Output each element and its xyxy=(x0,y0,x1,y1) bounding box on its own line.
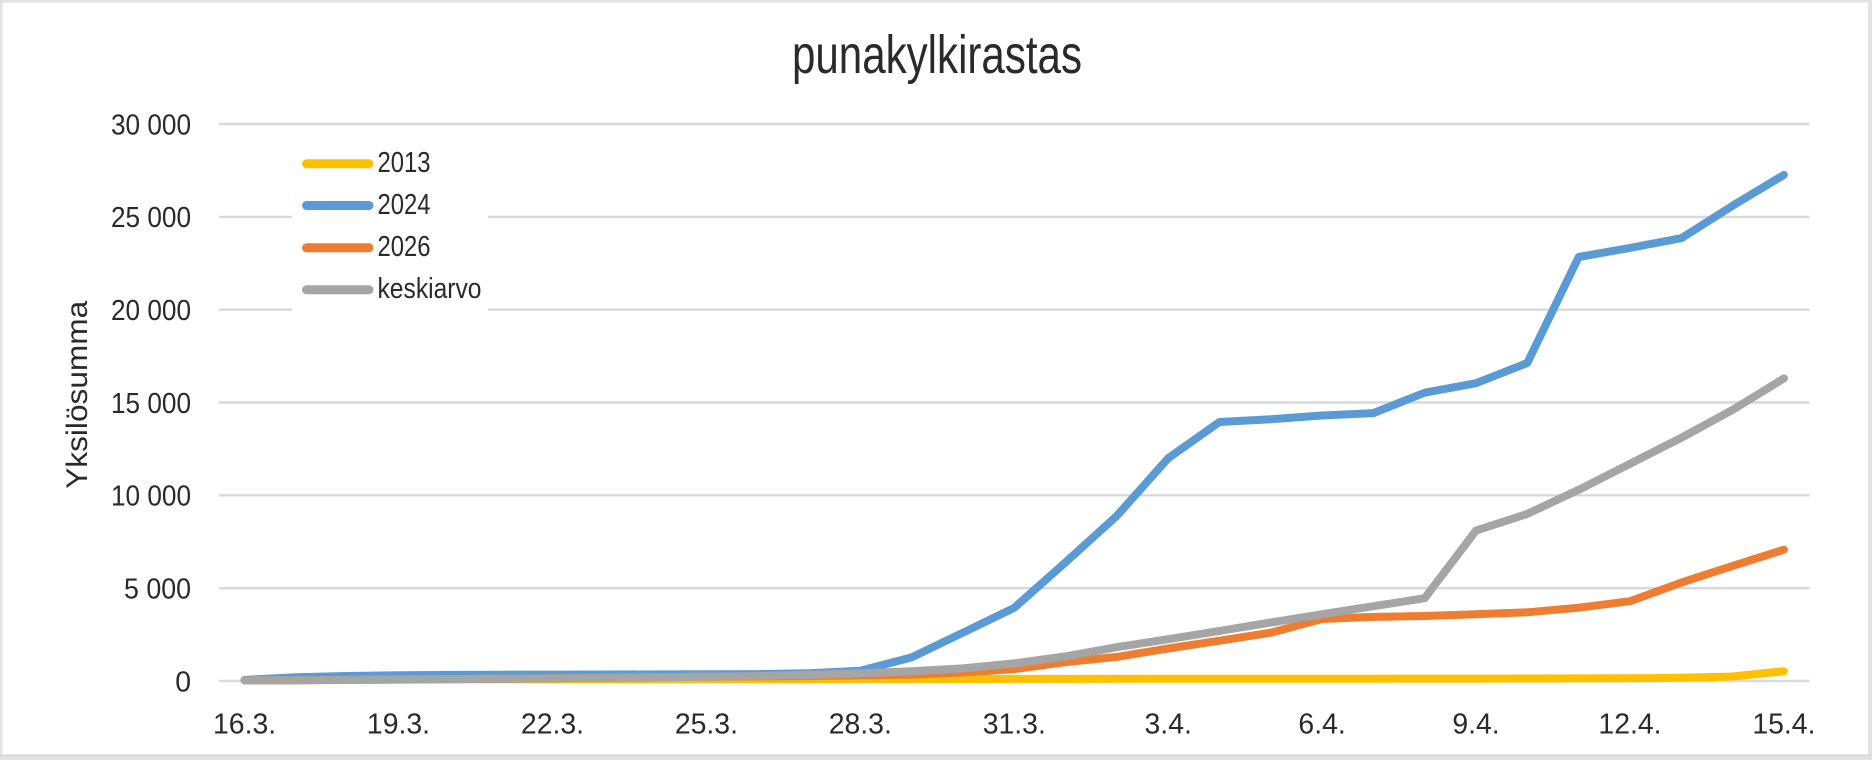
svg-text:20 000: 20 000 xyxy=(111,295,191,327)
svg-text:19.3.: 19.3. xyxy=(367,708,430,740)
svg-text:5 000: 5 000 xyxy=(124,573,191,605)
svg-text:punakylkirastas: punakylkirastas xyxy=(792,25,1082,85)
svg-text:15 000: 15 000 xyxy=(111,388,191,420)
svg-text:28.3.: 28.3. xyxy=(829,708,892,740)
svg-text:22.3.: 22.3. xyxy=(521,708,584,740)
svg-text:25.3.: 25.3. xyxy=(675,708,738,740)
svg-text:keskiarvo: keskiarvo xyxy=(378,273,482,305)
svg-text:Yksilösumma: Yksilösumma xyxy=(61,300,94,488)
svg-text:12.4.: 12.4. xyxy=(1598,708,1661,740)
svg-text:30 000: 30 000 xyxy=(111,109,191,141)
svg-text:16.3.: 16.3. xyxy=(213,708,276,740)
svg-text:2013: 2013 xyxy=(378,147,431,179)
svg-text:3.4.: 3.4. xyxy=(1145,708,1192,740)
svg-text:2026: 2026 xyxy=(378,231,431,263)
svg-text:2024: 2024 xyxy=(378,189,431,221)
svg-text:0: 0 xyxy=(175,666,191,698)
svg-text:10 000: 10 000 xyxy=(111,481,191,513)
svg-text:31.3.: 31.3. xyxy=(983,708,1046,740)
svg-text:15.4.: 15.4. xyxy=(1752,708,1815,740)
svg-text:25 000: 25 000 xyxy=(111,202,191,234)
svg-text:6.4.: 6.4. xyxy=(1298,708,1345,740)
svg-text:9.4.: 9.4. xyxy=(1452,708,1499,740)
